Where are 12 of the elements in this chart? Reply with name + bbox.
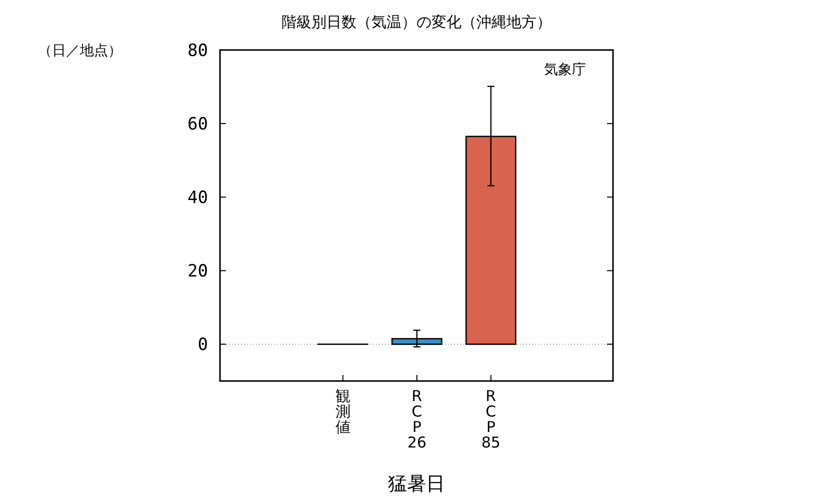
y-tick-label: 20 bbox=[188, 262, 208, 282]
y-tick-label: 40 bbox=[188, 188, 208, 208]
x-tick-label: RCP26 bbox=[407, 387, 426, 452]
y-axis-title: （日／地点） bbox=[38, 43, 122, 59]
y-tick-label: 60 bbox=[188, 114, 208, 135]
y-tick-label: 0 bbox=[198, 335, 208, 356]
chart-title: 階級別日数（気温）の変化（沖縄地方） bbox=[282, 13, 552, 31]
text: 気象庁 bbox=[544, 62, 586, 78]
x-tick-label: 観測値 bbox=[335, 387, 350, 436]
x-axis-title: 猛暑日 bbox=[388, 473, 445, 495]
x-tick-label: RCP85 bbox=[481, 387, 500, 452]
y-tick-label: 80 bbox=[188, 41, 208, 61]
